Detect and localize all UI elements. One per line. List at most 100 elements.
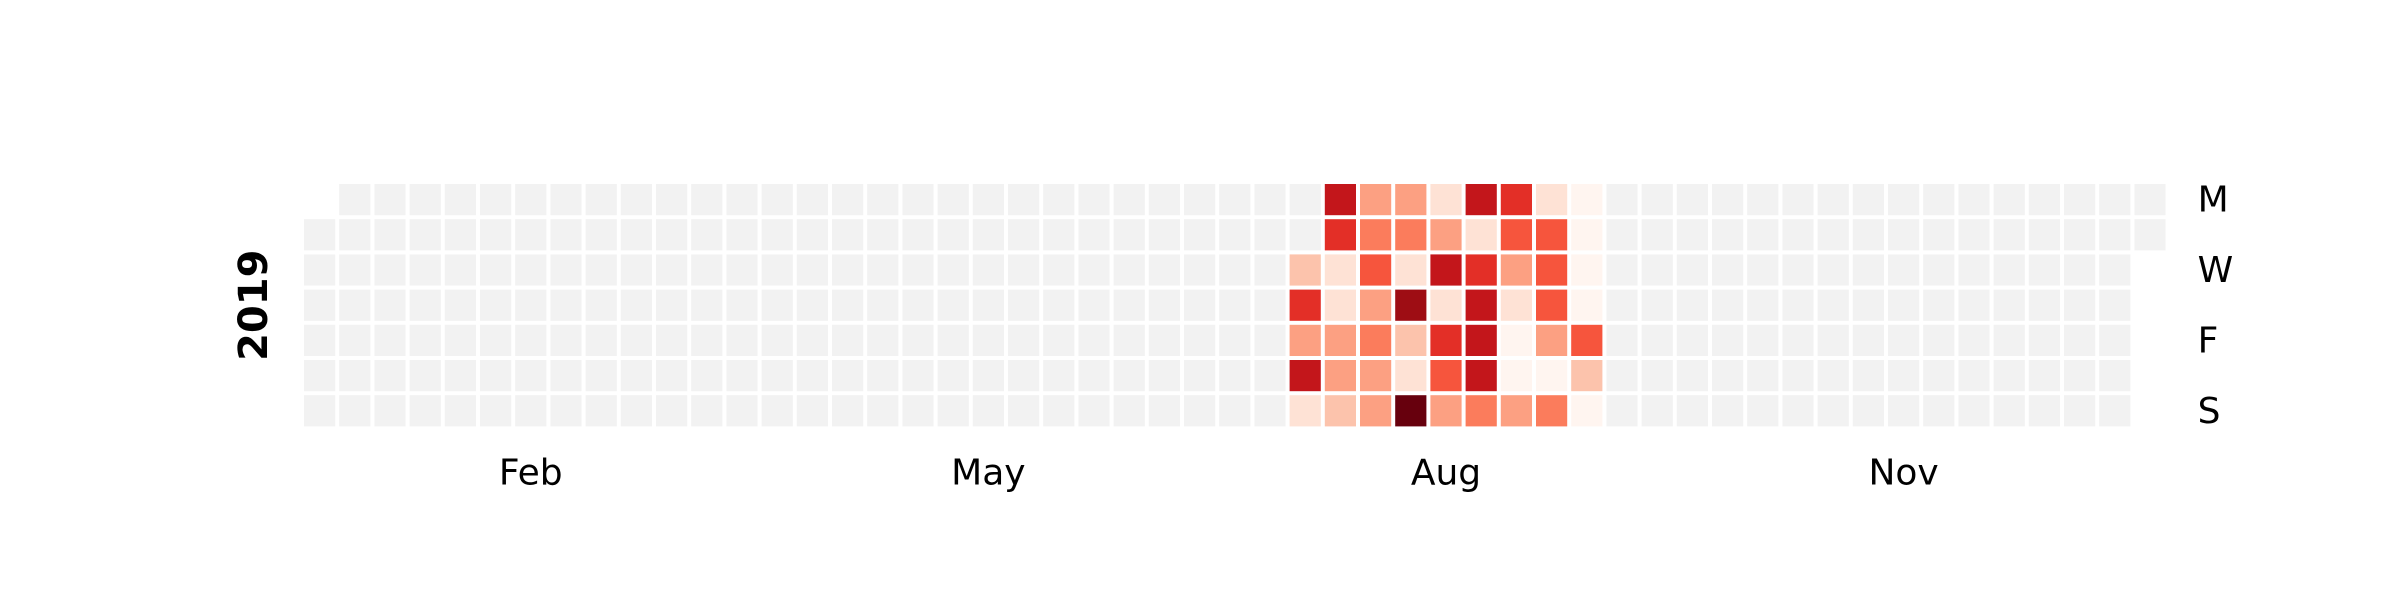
heatmap-cell-empty	[1747, 219, 1779, 251]
heatmap-cell-empty	[1852, 184, 1884, 216]
heatmap-cell-empty	[1148, 184, 1180, 216]
heatmap-cell-empty	[515, 324, 547, 356]
heatmap-cell-empty	[515, 360, 547, 392]
heatmap-cell-empty	[2064, 324, 2096, 356]
heatmap-cell-empty	[796, 360, 828, 392]
heatmap-cell-empty	[1852, 219, 1884, 251]
heatmap-cell-empty	[796, 254, 828, 286]
heatmap-cell-active	[1395, 254, 1427, 286]
heatmap-cell-empty	[972, 289, 1004, 321]
heatmap-cell-empty	[1219, 324, 1251, 356]
heatmap-cell-empty	[409, 254, 441, 286]
heatmap-cell-active	[1324, 254, 1356, 286]
heatmap-cell-empty	[374, 254, 406, 286]
heatmap-cell-active	[1395, 184, 1427, 216]
heatmap-cell-empty	[2028, 219, 2060, 251]
heatmap-cell-empty	[1747, 254, 1779, 286]
heatmap-cell-empty	[1254, 395, 1286, 427]
heatmap-cell-empty	[691, 254, 723, 286]
heatmap-cell-empty	[339, 395, 371, 427]
heatmap-cell-active	[1536, 395, 1568, 427]
heatmap-cell-empty	[2028, 289, 2060, 321]
heatmap-cell-empty	[2134, 184, 2166, 216]
heatmap-cell-empty	[1712, 395, 1744, 427]
heatmap-cell-empty	[832, 184, 864, 216]
heatmap-cell-empty	[444, 219, 476, 251]
heatmap-cell-empty	[726, 289, 758, 321]
heatmap-cell-empty	[1078, 324, 1110, 356]
heatmap-cell-empty	[832, 219, 864, 251]
heatmap-cell-empty	[1817, 289, 1849, 321]
heatmap-cell-empty	[1289, 184, 1321, 216]
heatmap-cell-empty	[1184, 289, 1216, 321]
heatmap-cell-empty	[1888, 324, 1920, 356]
heatmap-cell-empty	[796, 184, 828, 216]
heatmap-cell-empty	[2099, 184, 2131, 216]
heatmap-cell-empty	[1888, 360, 1920, 392]
heatmap-cell-empty	[339, 360, 371, 392]
heatmap-cell-empty	[867, 289, 899, 321]
heatmap-cell-empty	[1113, 219, 1145, 251]
heatmap-cell-empty	[374, 289, 406, 321]
heatmap-cell-empty	[585, 360, 617, 392]
heatmap-cell-empty	[972, 324, 1004, 356]
heatmap-cell-empty	[409, 184, 441, 216]
heatmap-cell-empty	[1008, 254, 1040, 286]
heatmap-cell-empty	[761, 324, 793, 356]
heatmap-cell-empty	[1676, 219, 1708, 251]
heatmap-cell-empty	[1958, 219, 1990, 251]
heatmap-cell-empty	[937, 289, 969, 321]
heatmap-cell-empty	[726, 360, 758, 392]
heatmap-cell-empty	[656, 395, 688, 427]
heatmap-cell-empty	[867, 184, 899, 216]
heatmap-cell-active	[1289, 360, 1321, 392]
heatmap-cell-empty	[550, 184, 582, 216]
heatmap-cell-active	[1571, 324, 1603, 356]
heatmap-cell-active	[1500, 324, 1532, 356]
heatmap-cell-empty	[1008, 219, 1040, 251]
heatmap-cell-active	[1571, 360, 1603, 392]
heatmap-cell-empty	[937, 219, 969, 251]
heatmap-cell-empty	[1606, 324, 1638, 356]
heatmap-cell-empty	[1078, 219, 1110, 251]
heatmap-cell-empty	[1184, 324, 1216, 356]
heatmap-cell-empty	[515, 395, 547, 427]
heatmap-cell-empty	[2064, 360, 2096, 392]
heatmap-cell-empty	[2064, 289, 2096, 321]
heatmap-cell-empty	[691, 219, 723, 251]
heatmap-cell-active	[1465, 219, 1497, 251]
heatmap-cell-active	[1324, 219, 1356, 251]
heatmap-cell-empty	[444, 184, 476, 216]
heatmap-cell-empty	[1712, 360, 1744, 392]
heatmap-cell-empty	[761, 289, 793, 321]
heatmap-cell-empty	[902, 360, 934, 392]
heatmap-cells	[304, 184, 2166, 427]
heatmap-cell-empty	[1219, 219, 1251, 251]
heatmap-cell-empty	[304, 254, 336, 286]
heatmap-cell-empty	[1043, 184, 1075, 216]
heatmap-cell-empty	[832, 289, 864, 321]
heatmap-cell-empty	[1606, 219, 1638, 251]
heatmap-cell-empty	[1747, 360, 1779, 392]
heatmap-cell-empty	[761, 395, 793, 427]
heatmap-cell-empty	[339, 289, 371, 321]
heatmap-cell-empty	[1219, 395, 1251, 427]
heatmap-cell-empty	[1113, 184, 1145, 216]
heatmap-cell-empty	[937, 184, 969, 216]
heatmap-cell-empty	[409, 360, 441, 392]
heatmap-cell-active	[1360, 360, 1392, 392]
heatmap-cell-empty	[1676, 289, 1708, 321]
heatmap-cell-active	[1324, 184, 1356, 216]
weekday-tick-label: S	[2198, 391, 2221, 432]
heatmap-cell-active	[1360, 324, 1392, 356]
heatmap-cell-empty	[1782, 254, 1814, 286]
heatmap-cell-empty	[1043, 289, 1075, 321]
heatmap-cell-active	[1289, 254, 1321, 286]
heatmap-cell-empty	[2028, 324, 2060, 356]
heatmap-cell-active	[1536, 219, 1568, 251]
heatmap-cell-empty	[585, 395, 617, 427]
heatmap-cell-empty	[656, 254, 688, 286]
heatmap-cell-active	[1571, 254, 1603, 286]
heatmap-cell-empty	[1113, 254, 1145, 286]
heatmap-cell-empty	[1676, 395, 1708, 427]
